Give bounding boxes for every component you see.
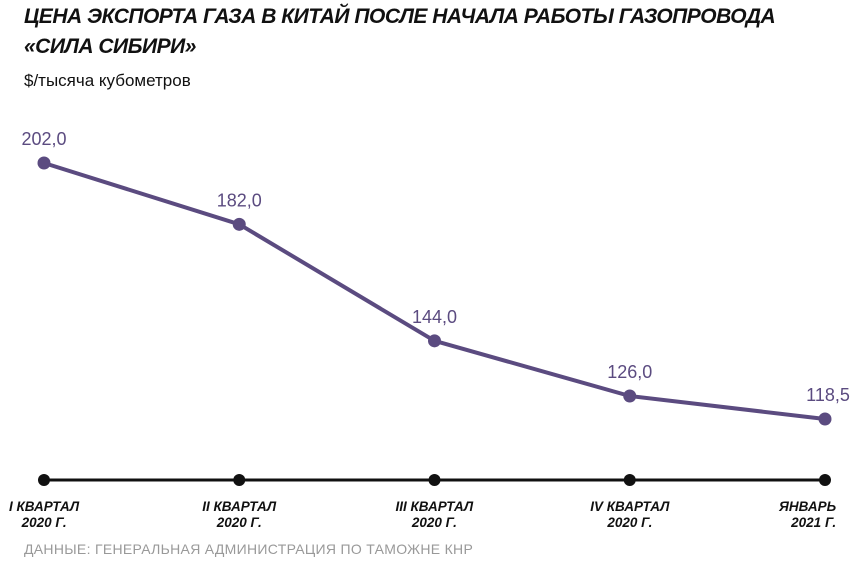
value-label: 118,5 <box>806 385 850 405</box>
chart-subtitle: $/тысяча кубометров <box>24 71 191 90</box>
x-tick-label: IV КВАРТАЛ 2020 Г. <box>590 499 670 530</box>
x-tick-dot <box>623 474 636 486</box>
x-tick-label: ЯНВАРЬ 2021 Г. <box>779 499 837 530</box>
point <box>818 412 832 426</box>
value-label: 182,0 <box>217 190 262 210</box>
x-tick-label: I КВАРТАЛ 2020 Г. <box>9 499 80 530</box>
point <box>428 334 441 348</box>
point <box>232 217 246 231</box>
x-tick-dot <box>428 474 441 486</box>
x-tick-label: III КВАРТАЛ 2020 Г. <box>395 499 474 530</box>
point <box>623 389 637 403</box>
x-tick-label: II КВАРТАЛ 2020 Г. <box>202 499 277 530</box>
x-tick-dot <box>38 474 50 486</box>
point <box>37 156 51 170</box>
value-label: 202,0 <box>21 129 66 149</box>
x-tick-dot <box>819 474 831 486</box>
source-note: ДАННЫЕ: ГЕНЕРАЛЬНАЯ АДМИНИСТРАЦИЯ ПО ТАМ… <box>24 541 474 557</box>
line <box>43 161 826 421</box>
value-label: 126,0 <box>607 362 652 382</box>
x-tick-dot <box>233 474 246 486</box>
chart-title: ЦЕНА ЭКСПОРТА ГАЗА В КИТАЙ ПОСЛЕ НАЧАЛА … <box>24 5 776 58</box>
value-label: 144,0 <box>412 307 457 327</box>
